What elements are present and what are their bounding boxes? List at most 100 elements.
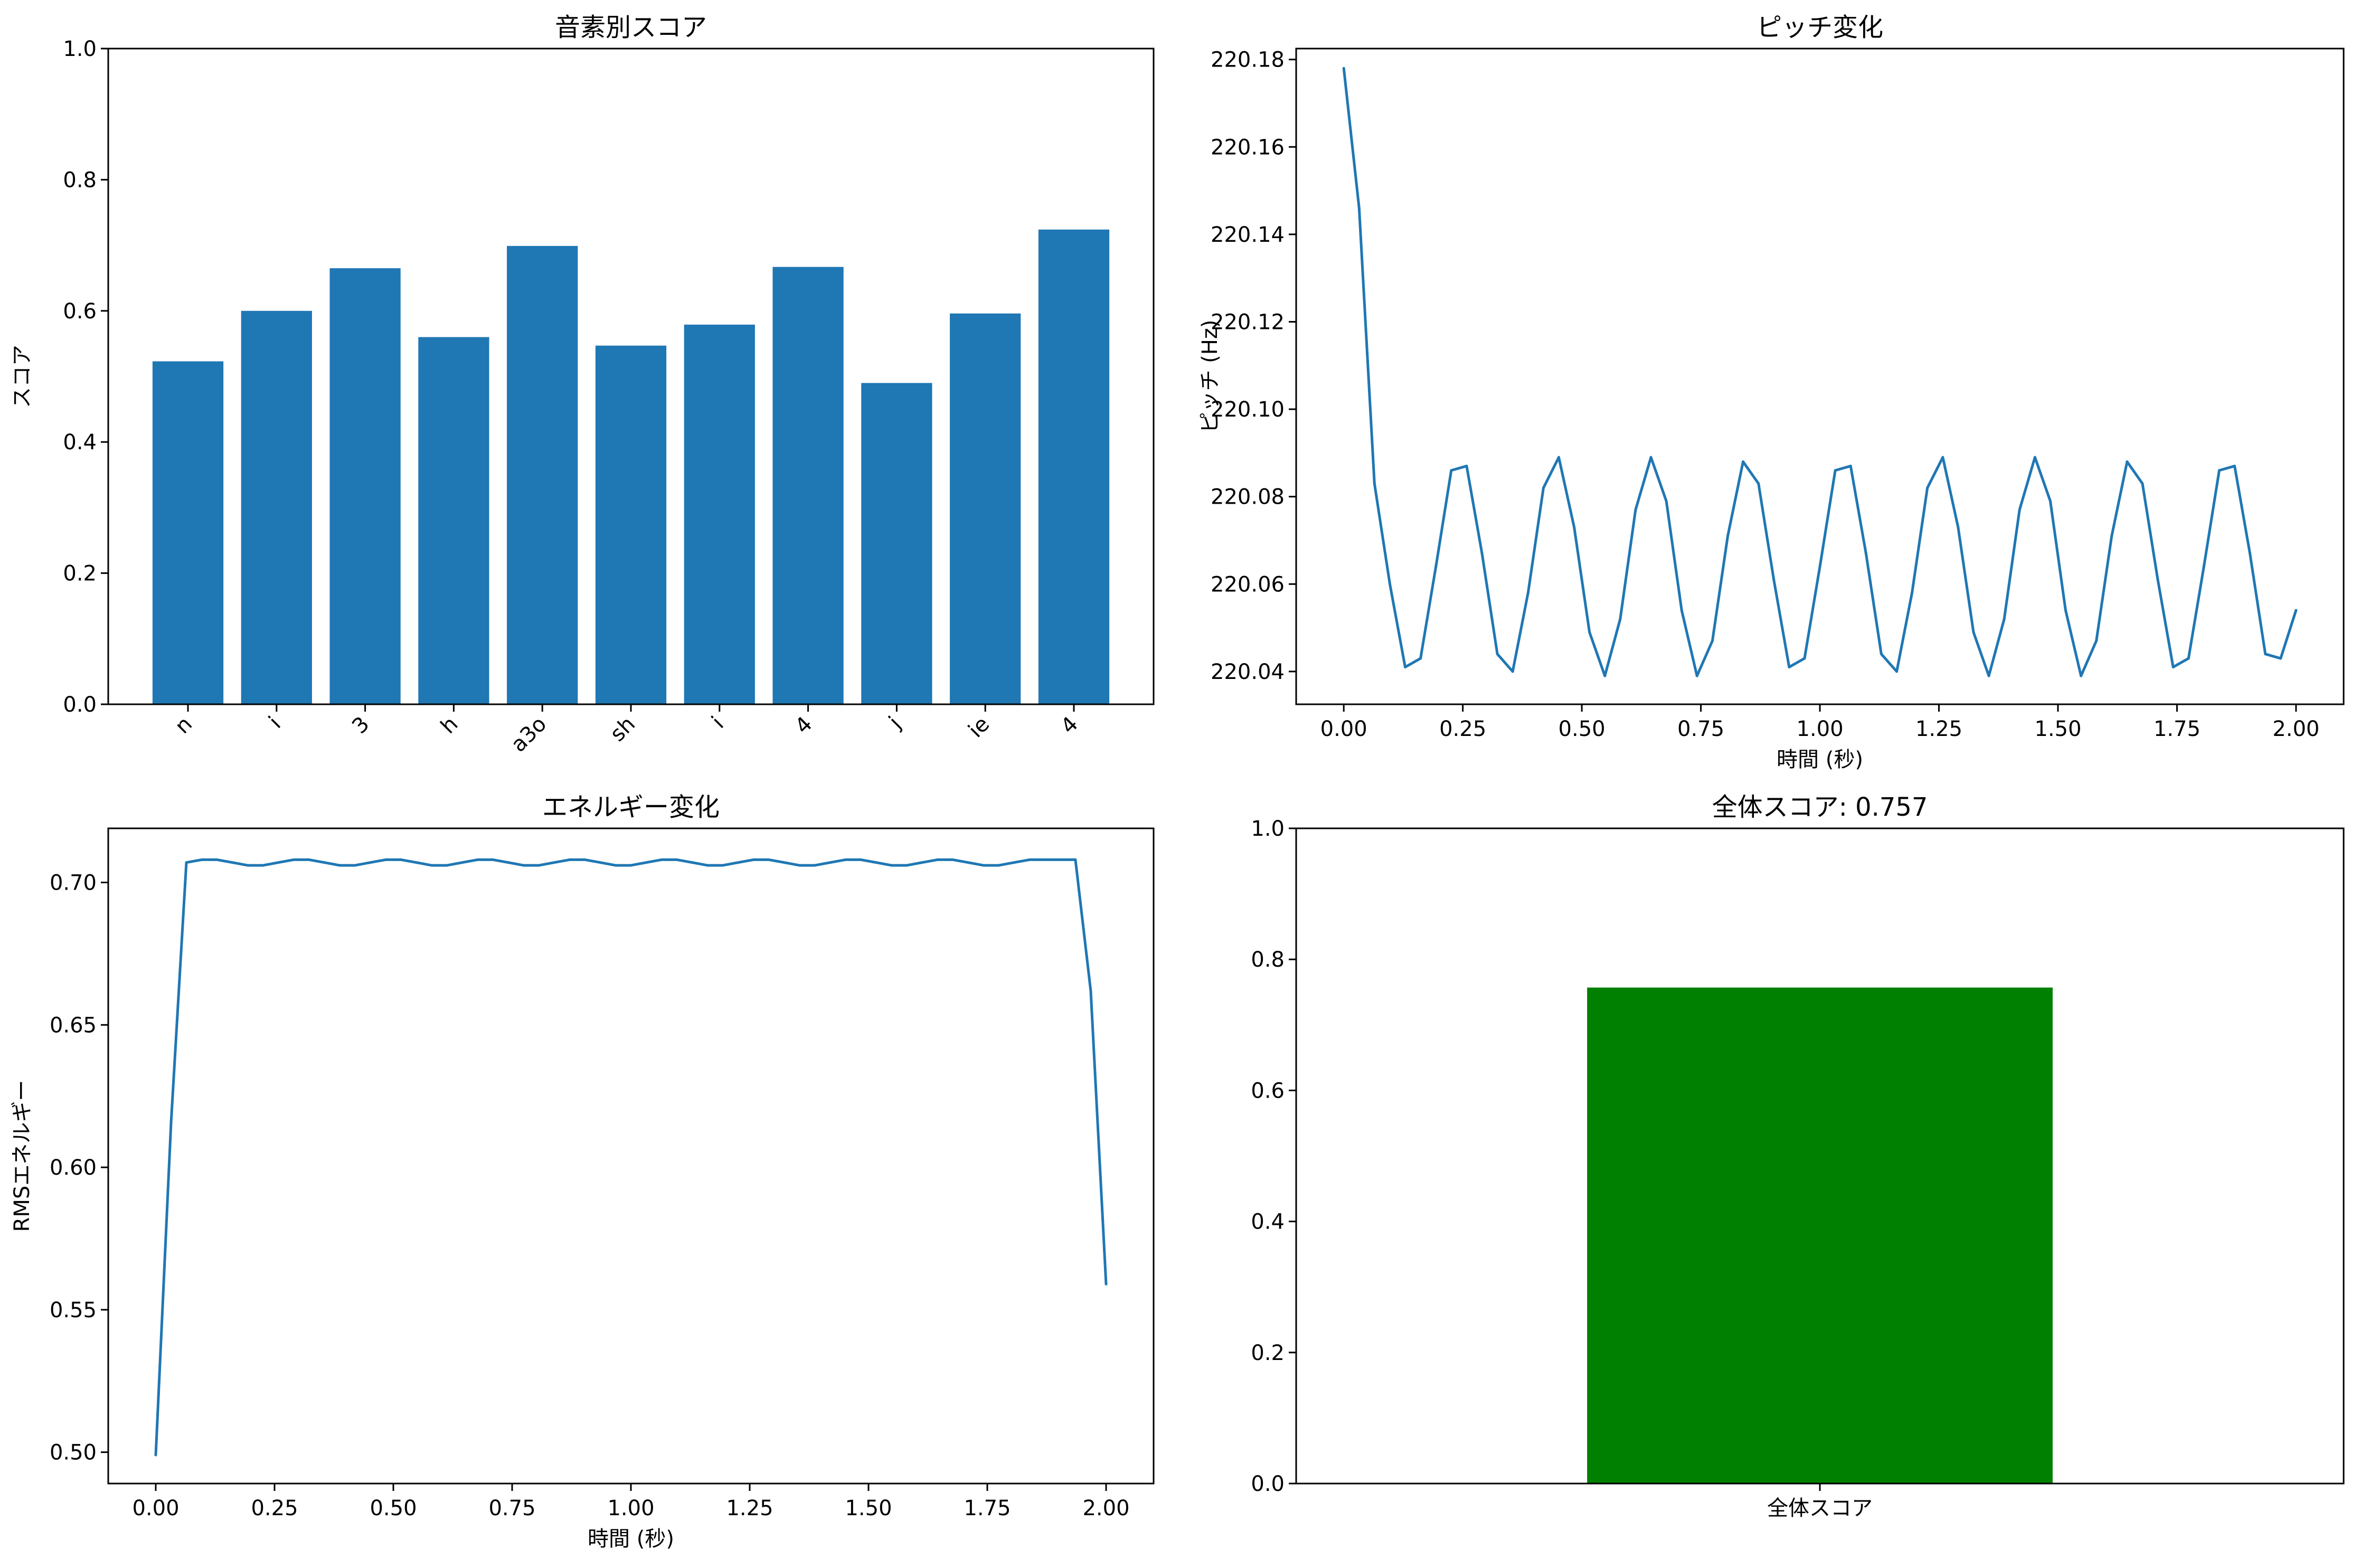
phoneme-ytick-label-3: 0.6 [63, 299, 97, 324]
energy-point-34 [675, 858, 678, 861]
phoneme-bar-7 [772, 267, 844, 704]
pitch-point-23 [1695, 674, 1698, 677]
overall-ytick-label-0: 0.0 [1251, 1472, 1285, 1496]
pitch-point-32 [1834, 469, 1837, 472]
phoneme-ytick-label-0: 0.0 [63, 693, 97, 717]
energy-point-42 [798, 864, 801, 867]
pitch-point-25 [1726, 534, 1729, 537]
energy-point-61 [1089, 989, 1092, 993]
pitch-ytick-label-0: 220.04 [1211, 660, 1285, 684]
pitch-point-24 [1711, 639, 1714, 643]
energy-xtick-label-4: 1.00 [607, 1496, 654, 1520]
pitch-title: ピッチ変化 [1757, 13, 1883, 42]
energy-point-32 [645, 861, 648, 864]
energy-point-24 [522, 864, 525, 867]
pitch-point-0 [1342, 67, 1345, 70]
pitch-xtick-label-1: 0.25 [1439, 717, 1486, 741]
phoneme-bar-3 [418, 337, 489, 704]
pitch-point-50 [2110, 534, 2113, 537]
overall-title: 全体スコア: 0.757 [1712, 792, 1928, 822]
energy-point-35 [691, 861, 694, 864]
pitch-point-5 [1419, 657, 1422, 660]
phoneme-ytick-label-1: 0.2 [63, 562, 97, 586]
phoneme-bar-6 [684, 324, 755, 704]
phoneme-category-label-4: a3o [506, 712, 551, 757]
energy-point-29 [599, 861, 602, 864]
phoneme-ytick-label-5: 1.0 [63, 37, 97, 61]
pitch-point-11 [1511, 670, 1514, 673]
energy-point-43 [813, 864, 816, 867]
energy-axes-frame [107, 827, 1155, 1485]
pitch-xtick-label-6: 1.50 [2034, 717, 2081, 741]
energy-point-7 [261, 864, 265, 867]
pitch-ytick-label-7: 220.18 [1211, 48, 1285, 72]
phoneme-category-label-6: i [707, 712, 728, 733]
energy-point-48 [890, 864, 893, 867]
pitch-point-2 [1373, 482, 1376, 485]
energy-point-8 [277, 861, 280, 864]
pitch-point-16 [1588, 630, 1591, 634]
energy-xtick-label-2: 0.50 [370, 1496, 417, 1520]
overall-category-label-0: 全体スコア [1767, 1496, 1873, 1520]
energy-point-27 [568, 858, 571, 861]
pitch-point-1 [1357, 206, 1361, 210]
energy-ylabel: RMSエネルギー [10, 1080, 34, 1232]
energy-ytick-label-4: 0.70 [50, 871, 97, 895]
energy-point-30 [614, 864, 617, 867]
energy-series-line-0 [154, 858, 1108, 1456]
phoneme-ytick-label-4: 0.8 [63, 168, 97, 192]
overall-ytick-label-1: 0.2 [1251, 1341, 1285, 1365]
pitch-point-31 [1818, 565, 1821, 568]
overall-ytick-label-4: 0.8 [1251, 948, 1285, 972]
energy-point-52 [951, 858, 955, 861]
energy-point-46 [860, 858, 863, 861]
energy-point-62 [1105, 1282, 1108, 1286]
energy-point-15 [384, 858, 388, 861]
phoneme-category-label-7: 4 [790, 712, 817, 739]
phoneme-ylabel: スコア [10, 345, 34, 408]
pitch-point-53 [2156, 578, 2159, 581]
energy-change-chart: 0.50 0.55 0.60 0.65 0.70 0.00 0.25 0.50 0.75 1.00… [10, 792, 1155, 1551]
pitch-ytick-label-2: 220.08 [1211, 485, 1285, 509]
pitch-point-26 [1742, 460, 1745, 463]
pitch-point-49 [2095, 639, 2098, 643]
energy-point-18 [430, 864, 433, 867]
energy-point-0 [154, 1453, 157, 1457]
energy-xtick-label-1: 0.25 [251, 1496, 298, 1520]
pitch-point-13 [1542, 486, 1545, 489]
pitch-point-36 [1895, 670, 1898, 673]
overall-ytick-label-5: 1.0 [1251, 817, 1285, 841]
pitch-point-43 [2003, 618, 2006, 621]
phoneme-bar-4 [507, 245, 578, 704]
pitch-xtick-label-3: 0.75 [1677, 717, 1724, 741]
energy-point-12 [338, 864, 341, 867]
energy-point-10 [307, 858, 310, 861]
energy-ytick-label-2: 0.60 [50, 1156, 97, 1180]
pitch-point-39 [1941, 456, 1944, 459]
pitch-axes-frame [1295, 48, 2345, 705]
energy-point-41 [782, 861, 786, 864]
energy-point-26 [553, 861, 556, 864]
pitch-point-20 [1649, 456, 1653, 459]
phoneme-bar-5 [595, 345, 667, 704]
energy-xtick-label-3: 0.75 [488, 1496, 535, 1520]
energy-point-1 [169, 1120, 173, 1123]
pitch-point-55 [2187, 657, 2190, 660]
pitch-point-58 [2233, 465, 2236, 468]
pitch-point-6 [1434, 565, 1438, 568]
energy-point-56 [1013, 861, 1016, 864]
phoneme-category-label-0: n [171, 712, 197, 739]
overall-score-chart: 0.0 0.2 0.4 0.6 0.8 1.0 全体スコア 全体スコア: 0.757 [1251, 792, 2345, 1520]
phoneme-bar-2 [329, 268, 401, 704]
pitch-point-56 [2202, 565, 2205, 568]
pitch-ytick-label-4: 220.12 [1211, 310, 1285, 335]
phoneme-category-label-10: 4 [1056, 712, 1083, 739]
pitch-ylabel: ピッチ (Hz) [1198, 320, 1222, 433]
pitch-point-19 [1634, 508, 1637, 512]
energy-point-4 [215, 858, 219, 861]
phoneme-category-label-2: 3 [347, 712, 374, 739]
energy-point-59 [1059, 858, 1062, 861]
energy-xtick-label-6: 1.50 [845, 1496, 892, 1520]
pitch-point-33 [1849, 465, 1852, 468]
